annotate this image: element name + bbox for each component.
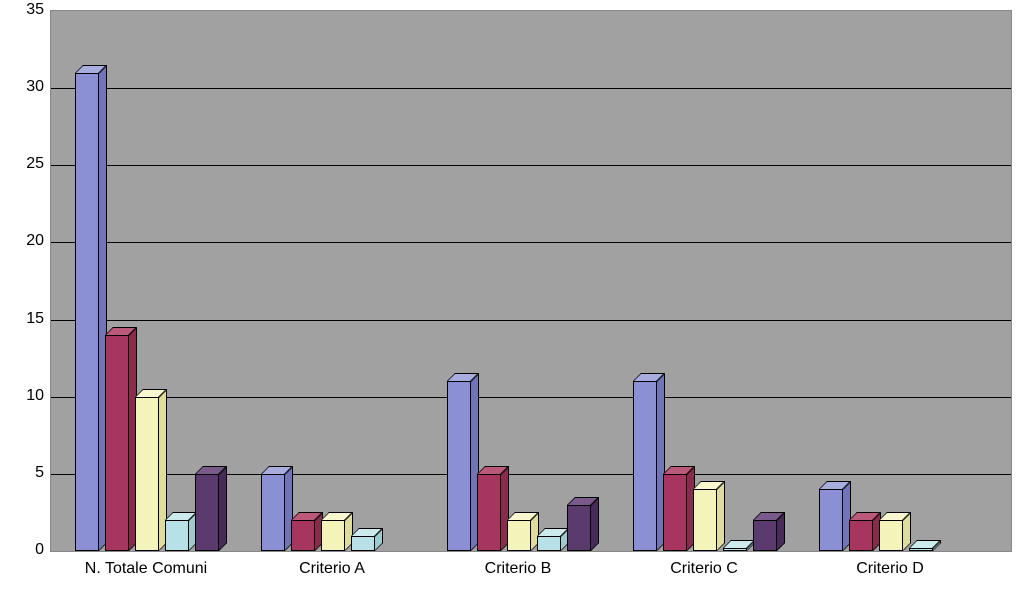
- y-tick-label: 5: [4, 464, 44, 482]
- bar: [447, 373, 479, 551]
- y-tick-label: 30: [4, 78, 44, 96]
- bar: [633, 373, 665, 551]
- bar: [879, 512, 911, 551]
- y-tick-label: 10: [4, 387, 44, 405]
- gridline: [51, 397, 1011, 398]
- bar: [939, 543, 971, 551]
- bar: [321, 512, 353, 551]
- bar: [477, 466, 509, 551]
- bar: [819, 481, 851, 551]
- bar: [105, 327, 137, 551]
- bar: [567, 497, 599, 551]
- x-category-label: Criterio A: [299, 560, 365, 578]
- y-tick-label: 20: [4, 232, 44, 250]
- bar: [135, 389, 167, 551]
- bar: [723, 540, 755, 551]
- y-tick-label: 35: [4, 1, 44, 19]
- bar: [663, 466, 695, 551]
- y-tick-label: 15: [4, 310, 44, 328]
- x-category-label: N. Totale Comuni: [85, 560, 207, 578]
- gridline: [51, 88, 1011, 89]
- x-category-label: Criterio D: [856, 560, 924, 578]
- bar: [507, 512, 539, 551]
- gridline: [51, 242, 1011, 243]
- bar: [165, 512, 197, 551]
- bar: [261, 466, 293, 551]
- bar-chart: 0 5 10 15 20 25 30 35 N. Totale Comuni Criterio …: [0, 0, 1024, 600]
- plot-area: [50, 10, 1012, 552]
- y-tick-label: 0: [4, 541, 44, 559]
- bar: [849, 512, 881, 551]
- gridline: [51, 165, 1011, 166]
- bar: [195, 466, 227, 551]
- bar: [753, 512, 785, 551]
- x-category-label: Criterio B: [485, 560, 552, 578]
- x-category-label: Criterio C: [670, 560, 738, 578]
- bar: [75, 65, 107, 551]
- bar: [693, 481, 725, 551]
- bar: [909, 540, 941, 551]
- bar: [381, 543, 413, 551]
- bar: [351, 528, 383, 551]
- y-tick-label: 25: [4, 155, 44, 173]
- bar: [537, 528, 569, 551]
- bar: [291, 512, 323, 551]
- gridline: [51, 320, 1011, 321]
